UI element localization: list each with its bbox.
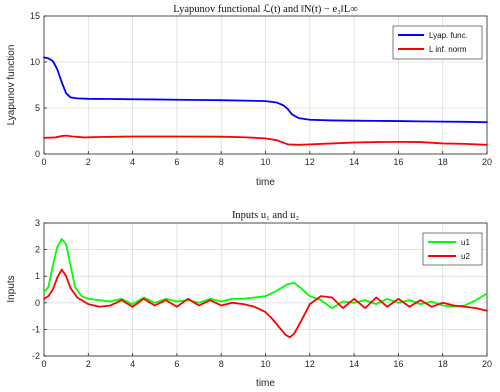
x-tick-label: 14 [349,157,359,167]
x-tick-label: 18 [438,359,448,369]
series-line-l-inf-norm [43,134,488,146]
x-tick-label: 20 [482,359,492,369]
y-tick-label: 2 [35,245,40,255]
y-tick-label: 0 [35,149,40,159]
x-tick-label: 12 [305,359,315,369]
top-ylabel: Lyapunov function [6,45,17,126]
series-line-u2 [43,268,488,339]
y-tick-label: 5 [35,103,40,113]
top-xticks: 0 2 4 6 8 10 12 14 16 18 20 [41,151,492,167]
y-tick-label: 1 [35,271,40,281]
top-title: Lyapunov functional ℒ(t) and ‖N(t) − e₃‖… [173,3,357,15]
y-tick-label: 10 [30,57,40,67]
y-tick-label: 15 [30,11,40,21]
bottom-ylabel: Inputs [6,275,17,302]
bottom-yticks: -2 -1 0 1 2 3 [32,218,47,361]
x-tick-label: 4 [130,157,135,167]
top-legend: Lyap. func. L inf. norm [392,25,483,60]
legend-label-u1: u1 [461,238,470,247]
top-yticks: 0 5 10 15 [30,11,47,159]
bottom-series [43,238,488,339]
y-tick-label: -2 [32,351,40,361]
series-line-lyap-func [43,56,488,124]
bottom-xlabel: time [256,378,275,389]
lyapunov-panel: 0 2 4 6 8 10 12 14 16 18 20 0 5 10 15 Lyapunov functi… [6,3,492,188]
legend-label-lyap: Lyap. func. [429,31,468,40]
legend-label-linf: L inf. norm [429,45,467,54]
x-tick-label: 16 [393,359,403,369]
bottom-title: Inputs u₁ and u₂ [232,210,299,221]
x-tick-label: 18 [438,157,448,167]
x-tick-label: 6 [174,157,179,167]
top-xlabel: time [256,177,275,188]
y-tick-label: 3 [35,218,40,228]
top-series [43,56,488,146]
bottom-legend: u1 u2 [422,232,483,266]
x-tick-label: 0 [41,157,46,167]
x-tick-label: 2 [86,157,91,167]
x-tick-label: 20 [482,157,492,167]
x-tick-label: 4 [130,359,135,369]
x-tick-label: 8 [219,157,224,167]
top-legend-box [392,25,483,60]
bottom-grid [43,222,488,357]
x-tick-label: 0 [41,359,46,369]
x-tick-label: 8 [219,359,224,369]
x-tick-label: 2 [86,359,91,369]
x-tick-label: 12 [305,157,315,167]
x-tick-label: 14 [349,359,359,369]
x-tick-label: 10 [260,157,270,167]
x-tick-label: 16 [393,157,403,167]
y-tick-label: 0 [35,298,40,308]
legend-label-u2: u2 [461,252,470,261]
bottom-legend-box [422,232,483,266]
x-tick-label: 6 [174,359,179,369]
y-tick-label: -1 [32,324,40,334]
bottom-xticks: 0 2 4 6 8 10 12 14 16 18 20 [41,353,492,369]
x-tick-label: 10 [260,359,270,369]
